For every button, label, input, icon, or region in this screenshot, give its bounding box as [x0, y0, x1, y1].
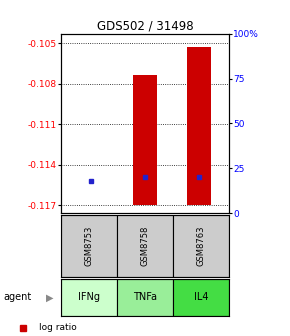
Text: IFNg: IFNg [78, 292, 100, 302]
Text: ▶: ▶ [46, 292, 54, 302]
Text: GSM8763: GSM8763 [197, 226, 206, 266]
Bar [133, 75, 157, 205]
Text: log ratio: log ratio [39, 323, 76, 332]
Bar [173, 279, 229, 316]
Bar [117, 215, 173, 277]
Bar [61, 215, 117, 277]
Text: agent: agent [3, 292, 31, 302]
Text: IL4: IL4 [194, 292, 208, 302]
Text: GSM8758: GSM8758 [140, 226, 150, 266]
Bar [117, 279, 173, 316]
Bar [187, 47, 211, 205]
Text: TNFa: TNFa [133, 292, 157, 302]
Text: GSM8753: GSM8753 [84, 226, 93, 266]
Bar [61, 279, 117, 316]
Title: GDS502 / 31498: GDS502 / 31498 [97, 19, 193, 33]
Bar [173, 215, 229, 277]
